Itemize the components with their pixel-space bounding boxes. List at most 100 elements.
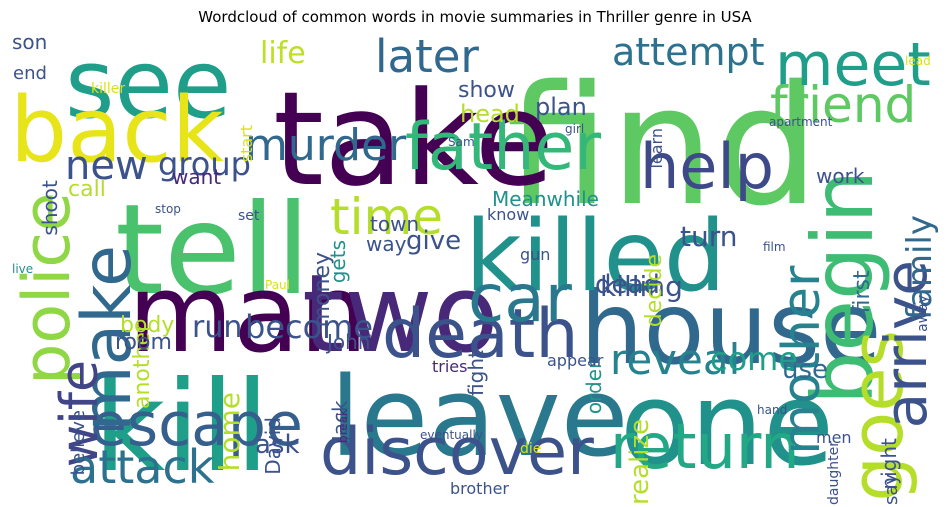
word-room: room	[115, 330, 172, 355]
word-daughter: daughter	[826, 441, 842, 505]
word-ask: ask	[255, 430, 300, 460]
word-away: away	[915, 295, 931, 332]
word-help: help	[640, 130, 774, 203]
word-men: men	[816, 428, 852, 447]
word-come: come	[710, 340, 798, 378]
word-find: find	[506, 50, 819, 242]
word-brother: brother	[450, 479, 509, 498]
word-meet: meet	[775, 30, 931, 100]
word-apartment: apartment	[769, 115, 833, 129]
word-killing: killing	[600, 270, 683, 303]
word-attack: attack	[70, 440, 215, 494]
word-paul: Paul	[265, 278, 290, 292]
word-attempt: attempt	[612, 30, 765, 74]
word-eventually: eventually	[420, 428, 483, 442]
word-start: start	[237, 125, 256, 162]
word-car: car	[468, 260, 573, 337]
word-home: home	[213, 392, 246, 471]
word-know: know	[487, 205, 529, 224]
word-death: death	[382, 295, 578, 374]
word-another: another	[130, 322, 155, 409]
word-time: time	[330, 188, 443, 246]
word-life: life	[260, 36, 306, 71]
word-reveal: reveal	[610, 335, 740, 384]
word-turn: turn	[680, 220, 738, 253]
word-family: family	[900, 215, 940, 320]
word-learn: learn	[647, 128, 666, 169]
word-die: die	[520, 441, 541, 457]
chart-title: Wordcloud of common words in movie summa…	[198, 8, 752, 26]
word-gun: gun	[520, 245, 550, 264]
word-killer: killer	[91, 81, 125, 97]
word-son: son	[12, 30, 47, 54]
word-murder: murder	[245, 120, 407, 171]
word-sam: Sam	[448, 135, 475, 149]
word-two: two	[302, 252, 499, 377]
wordcloud: findtaketellkillmantwoleaveonehousekille…	[10, 30, 940, 505]
word-stop: stop	[155, 202, 181, 216]
word-police: police	[10, 192, 85, 385]
word-friend: friend	[770, 76, 916, 134]
word-father: father	[405, 110, 601, 185]
word-want: want	[172, 165, 221, 189]
word-hand: hand	[757, 403, 787, 417]
word-begin: begin	[794, 170, 892, 405]
word-goes: goes	[835, 330, 919, 502]
word-arrive: arrive	[872, 260, 940, 428]
word-kill: kill	[93, 355, 270, 500]
word-break: break	[336, 409, 350, 443]
word-girl: girl	[565, 122, 584, 136]
word-escape: escape	[90, 390, 303, 460]
word-wife: wife	[50, 360, 110, 467]
word-realize: realize	[625, 419, 655, 505]
word-group: group	[158, 145, 251, 183]
word-set: set	[238, 208, 260, 224]
word-back: back	[10, 78, 224, 183]
word-dead: dead	[595, 270, 660, 300]
word-tries: tries	[432, 357, 467, 376]
word-become: become	[245, 308, 373, 346]
word-show: show	[458, 78, 515, 103]
word-tell: tell	[115, 178, 310, 323]
word-first: first	[850, 270, 875, 313]
word-meanwhile: Meanwhile	[492, 187, 599, 211]
word-later: later	[375, 30, 479, 83]
word-man: man	[128, 252, 368, 377]
word-see: see	[65, 30, 231, 140]
word-house: house	[580, 270, 882, 387]
word-end: end	[13, 63, 47, 84]
word-make: make	[68, 245, 147, 432]
word-town: town	[370, 212, 419, 236]
word-head: head	[460, 100, 520, 128]
word-leave: leave	[330, 353, 628, 481]
word-way: way	[366, 232, 407, 256]
word-run: run	[192, 310, 242, 345]
word-shoot: shoot	[38, 180, 62, 236]
word-take: take	[273, 63, 554, 215]
word-mother: mother	[772, 265, 832, 455]
word-call: call	[68, 177, 106, 202]
word-discover: discover	[320, 415, 594, 490]
word-film: film	[763, 240, 786, 254]
word-say: say	[881, 474, 902, 505]
word-give: give	[406, 226, 461, 256]
word-use: use	[782, 355, 828, 385]
word-killed: killed	[465, 200, 726, 314]
word-new: new	[65, 143, 148, 189]
word-john: John	[325, 330, 371, 354]
word-decide: decide	[642, 254, 667, 327]
word-plan: plan	[535, 93, 587, 121]
word-gets: gets	[326, 240, 350, 283]
word-jack: Jack	[328, 400, 352, 443]
word-order: order	[582, 360, 606, 414]
word-fight: fight	[464, 350, 488, 396]
word-believe: believe	[68, 410, 89, 475]
word-lead: lead	[905, 54, 931, 68]
word-live: live	[12, 262, 33, 276]
word-work: work	[816, 164, 865, 188]
word-david: David	[261, 417, 285, 475]
word-body: body	[120, 313, 174, 338]
word-money: money	[310, 252, 335, 327]
word-return: return	[610, 410, 800, 483]
word-night: night	[877, 438, 901, 490]
